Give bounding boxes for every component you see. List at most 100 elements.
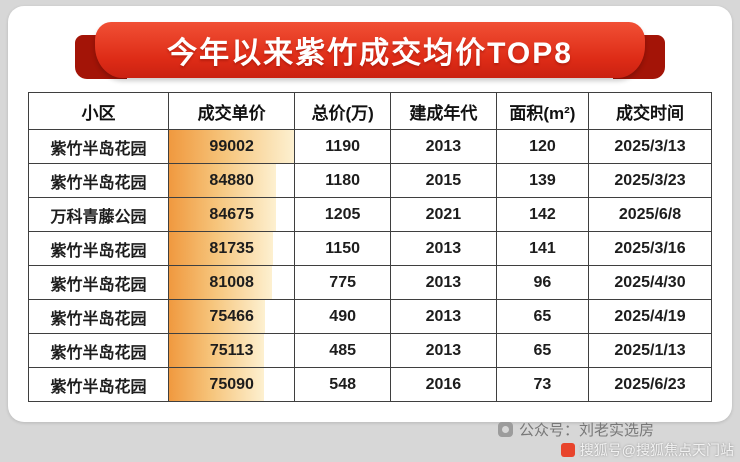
year-built-value: 2015 [425,171,462,189]
unit-price-cell: 84675 [167,197,296,232]
ribbon-body: 今年以来紫竹成交均价TOP8 [95,22,645,78]
unit-price-value: 81735 [209,239,254,257]
sohu-logo-icon [560,443,575,457]
col-header-community: 小区 [28,92,169,130]
total-price-cell: 775 [294,265,391,300]
watermark: 搜狐号@搜狐焦点天门站 [560,440,734,460]
area-value: 141 [529,239,556,257]
community-name: 紫竹半岛花园 [50,174,147,192]
area-cell: 96 [495,265,590,300]
official-account-label: 公众号：刘老实选房 [518,422,654,439]
unit-price-cell: 81735 [167,231,296,266]
total-price-value: 1190 [325,137,360,155]
year-built-value: 2013 [425,273,462,291]
deal-date-cell: 2025/3/16 [588,231,712,266]
deal-date-value: 2025/6/8 [618,205,682,223]
deal-date-cell: 2025/3/23 [588,163,712,198]
year-built-cell: 2013 [389,231,497,266]
total-price-value: 1150 [325,239,360,257]
year-built-value: 2013 [425,307,462,325]
watermark-label: 搜狐号@搜狐焦点天门站 [579,442,734,458]
area-cell: 142 [495,197,590,232]
table-row: 紫竹半岛花园 84880 1180 2015 139 2025/3/23 [28,163,712,198]
table-row: 紫竹半岛花园 99002 1190 2013 120 2025/3/13 [28,129,712,164]
unit-price-value: 75090 [209,375,254,393]
table-row: 紫竹半岛花园 75113 485 2013 65 2025/1/13 [28,333,712,368]
col-header-total-price: 总价(万) [294,92,391,130]
col-header-unit-price: 成交单价 [167,92,296,130]
total-price-cell: 490 [294,299,391,334]
deal-date-cell: 2025/6/8 [588,197,712,232]
unit-price-cell: 99002 [167,129,296,164]
table-row: 紫竹半岛花园 75090 548 2016 73 2025/6/23 [28,367,712,402]
price-bar [169,130,294,163]
area-cell: 120 [495,129,590,164]
total-price-value: 490 [329,307,356,325]
page-title: 今年以来紫竹成交均价TOP8 [167,37,573,70]
unit-price-cell: 75466 [167,299,296,334]
total-price-value: 1205 [324,205,361,223]
community-name: 紫竹半岛花园 [50,276,147,294]
area-cell: 65 [495,299,590,334]
table-body: 紫竹半岛花园 99002 1190 2013 120 2025/3/13 紫竹半… [28,129,712,402]
deal-date-value: 2025/6/23 [614,375,686,393]
total-price-value: 548 [329,375,356,393]
year-built-cell: 2013 [389,333,497,368]
deal-date-value: 2025/4/30 [614,273,686,291]
unit-price-value: 84880 [209,171,254,189]
total-price-cell: 485 [294,333,391,368]
price-bar [169,164,277,197]
price-table: 小区 成交单价 总价(万) 建成年代 面积(m²) 成交时间 紫竹半岛花园 99… [28,92,712,402]
col-header-area: 面积(m²) [495,92,590,130]
deal-date-value: 2025/3/23 [614,171,686,189]
area-cell: 139 [495,163,590,198]
year-built-value: 2013 [425,239,462,257]
title-banner: 今年以来紫竹成交均价TOP8 [75,22,665,80]
year-built-value: 2021 [425,205,462,223]
deal-date-cell: 2025/4/19 [588,299,712,334]
area-value: 73 [533,375,552,393]
total-price-cell: 1180 [294,163,391,198]
unit-price-value: 75113 [209,341,254,359]
total-price-cell: 1205 [294,197,391,232]
year-built-cell: 2013 [389,299,497,334]
official-account-icon [497,422,513,437]
total-price-cell: 548 [294,367,391,402]
deal-date-cell: 2025/3/13 [588,129,712,164]
community-name: 紫竹半岛花园 [50,378,147,396]
deal-date-value: 2025/1/13 [614,341,686,359]
year-built-cell: 2013 [389,265,497,300]
area-value: 65 [533,307,552,325]
table-row: 万科青藤公园 84675 1205 2021 142 2025/6/8 [28,197,712,232]
unit-price-cell: 81008 [167,265,296,300]
deal-date-value: 2025/3/13 [614,137,686,155]
community-name: 紫竹半岛花园 [50,344,147,362]
year-built-cell: 2016 [389,367,497,402]
community-cell: 紫竹半岛花园 [28,163,169,198]
unit-price-cell: 75090 [167,367,296,402]
community-cell: 紫竹半岛花园 [28,231,169,266]
total-price-value: 485 [329,341,356,359]
table-row: 紫竹半岛花园 81735 1150 2013 141 2025/3/16 [28,231,712,266]
col-header-deal-date: 成交时间 [588,92,712,130]
community-cell: 万科青藤公园 [28,197,169,232]
price-bar [169,368,264,401]
community-name: 紫竹半岛花园 [50,242,147,260]
year-built-value: 2016 [425,375,462,393]
price-bar [169,300,265,333]
unit-price-value: 81008 [209,273,254,291]
unit-price-cell: 75113 [167,333,296,368]
unit-price-cell: 84880 [167,163,296,198]
price-bar [169,266,272,299]
table-container: 小区 成交单价 总价(万) 建成年代 面积(m²) 成交时间 紫竹半岛花园 99… [8,92,732,402]
community-cell: 紫竹半岛花园 [28,265,169,300]
area-cell: 73 [495,367,590,402]
community-name: 万科青藤公园 [50,208,147,226]
price-bar [169,334,265,367]
community-cell: 紫竹半岛花园 [28,299,169,334]
total-price-cell: 1190 [294,129,391,164]
year-built-cell: 2013 [389,129,497,164]
official-account-line: 公众号：刘老实选房 [497,419,654,440]
deal-date-cell: 2025/6/23 [588,367,712,402]
area-value: 139 [529,171,556,189]
